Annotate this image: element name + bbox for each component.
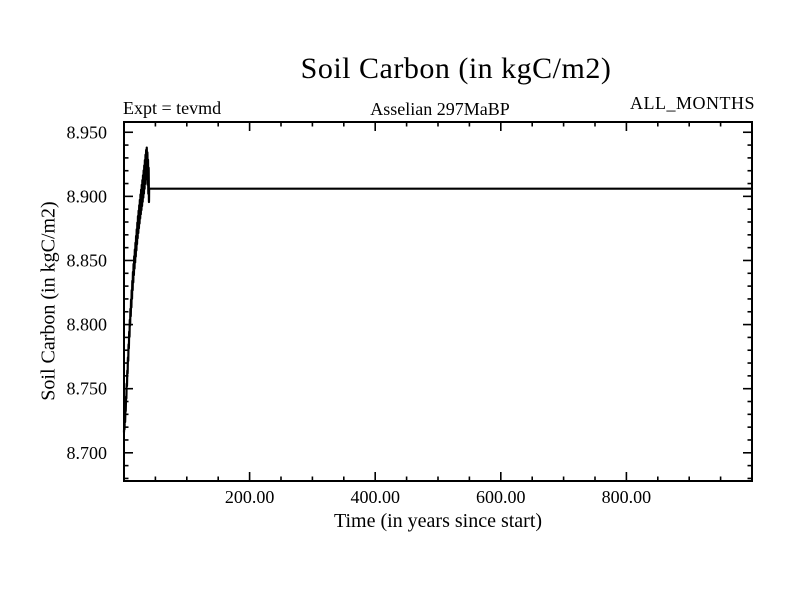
experiment-label: Expt = tevmd xyxy=(123,98,222,118)
x-axis-title: Time (in years since start) xyxy=(333,510,543,532)
soil-carbon-series-line xyxy=(122,146,754,434)
x-tick-label: 600.00 xyxy=(476,487,526,507)
y-tick-label: 8.850 xyxy=(67,250,108,270)
chart-subtitle: Asselian 297MaBP xyxy=(370,99,510,119)
x-tick-label: 200.00 xyxy=(225,487,275,507)
y-tick-label: 8.750 xyxy=(67,379,108,399)
months-label: ALL_MONTHS xyxy=(630,93,755,113)
plot-box xyxy=(123,121,753,482)
y-tick-label: 8.900 xyxy=(67,186,108,206)
chart-title: Soil Carbon (in kgC/m2) xyxy=(300,52,612,85)
x-tick-label: 400.00 xyxy=(350,487,400,507)
y-tick-label: 8.950 xyxy=(67,122,108,142)
y-tick-label: 8.700 xyxy=(67,443,108,463)
y-tick-label: 8.800 xyxy=(67,315,108,335)
x-tick-label: 800.00 xyxy=(602,487,652,507)
